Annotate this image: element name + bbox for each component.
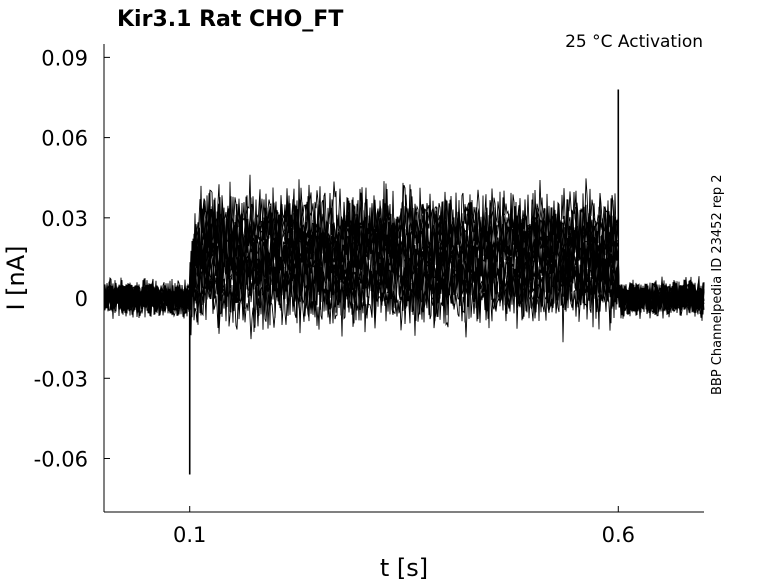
y-axis-label: I [nA] — [2, 245, 30, 310]
chart-annotation: 25 °C Activation — [565, 32, 703, 52]
x-tick-label: 0.1 — [173, 523, 206, 547]
trace-line — [103, 252, 705, 343]
trace-line — [103, 197, 705, 317]
y-tick-label: -0.03 — [34, 367, 88, 391]
y-tick-label: 0.06 — [41, 127, 88, 151]
y-tick-label: -0.06 — [34, 448, 88, 472]
y-tick-label: 0.09 — [41, 46, 88, 70]
side-note: BBP Channelpedia ID 23452 rep 2 — [710, 174, 725, 395]
traces-group — [103, 89, 705, 475]
x-axis-label: t [s] — [380, 554, 428, 582]
x-tick-label: 0.6 — [602, 523, 635, 547]
chart-title: Kir3.1 Rat CHO_FT — [117, 7, 343, 32]
y-tick-label: 0.03 — [41, 207, 88, 231]
y-tick-label: 0 — [75, 287, 88, 311]
x-ticks: 0.1 0.6 — [173, 506, 635, 547]
y-ticks: 0.09 0.06 0.03 0 -0.03 -0.06 — [34, 46, 110, 472]
